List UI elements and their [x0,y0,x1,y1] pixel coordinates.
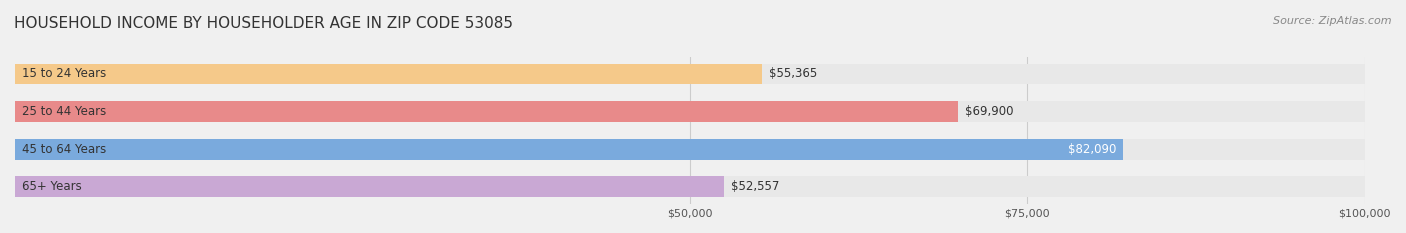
Text: HOUSEHOLD INCOME BY HOUSEHOLDER AGE IN ZIP CODE 53085: HOUSEHOLD INCOME BY HOUSEHOLDER AGE IN Z… [14,16,513,31]
Text: 65+ Years: 65+ Years [21,180,82,193]
Text: Source: ZipAtlas.com: Source: ZipAtlas.com [1274,16,1392,26]
Text: $69,900: $69,900 [966,105,1014,118]
Bar [15,101,1365,122]
Text: 25 to 44 Years: 25 to 44 Years [21,105,105,118]
Text: 15 to 24 Years: 15 to 24 Years [21,68,105,80]
Bar [15,139,1365,160]
Text: $52,557: $52,557 [731,180,779,193]
Bar [15,176,724,197]
Bar [15,176,1365,197]
Bar [15,101,959,122]
Bar [15,64,762,84]
Bar [15,139,1123,160]
Text: $55,365: $55,365 [769,68,817,80]
Bar [15,64,1365,84]
Text: 45 to 64 Years: 45 to 64 Years [21,143,105,156]
Text: $82,090: $82,090 [1069,143,1116,156]
